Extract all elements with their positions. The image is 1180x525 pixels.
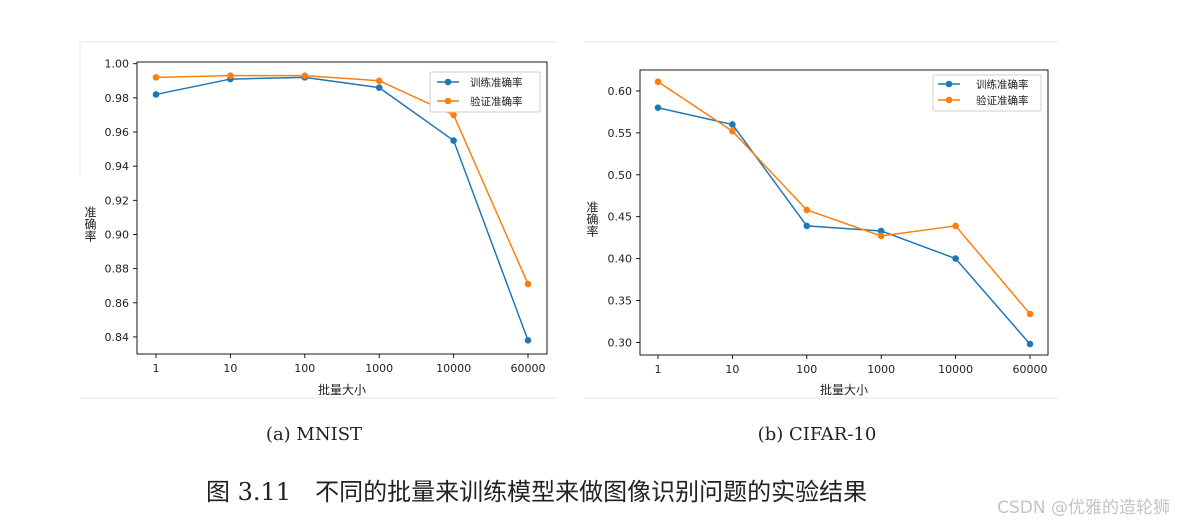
data-point-val xyxy=(1026,310,1034,318)
x-tick-label: 1000 xyxy=(867,363,895,376)
series-layer xyxy=(654,78,1034,348)
y-tick-label: 0.55 xyxy=(608,127,633,140)
data-point-val xyxy=(450,111,457,119)
data-point-train xyxy=(375,84,383,91)
data-point-train xyxy=(729,121,736,128)
y-tick-label: 0.40 xyxy=(608,253,633,266)
legend-marker-train xyxy=(945,80,953,88)
x-tick-label: 10000 xyxy=(436,362,471,375)
watermark: CSDN @优雅的造轮狮 xyxy=(997,498,1170,518)
series-line-val xyxy=(155,74,529,285)
y-tick-label: 0.84 xyxy=(105,331,130,344)
y-tick-label: 0.30 xyxy=(608,336,633,349)
scan-frame xyxy=(79,41,1058,399)
y-tick-label: 0.98 xyxy=(105,92,130,105)
cifar10-chart-panel: 0.300.350.400.450.500.550.60 1 10 100 1000 1… xyxy=(585,69,1049,397)
series-layer xyxy=(152,72,532,344)
data-point-val xyxy=(375,77,383,85)
y-tick-label: 0.60 xyxy=(608,85,633,98)
legend-label-val: 验证准确率 xyxy=(976,94,1029,107)
x-tick-label: 1000 xyxy=(365,362,393,375)
data-point-val xyxy=(301,72,309,79)
x-axis-label: 批量大小 xyxy=(318,382,366,397)
x-axis-label: 批量大小 xyxy=(820,382,868,397)
subcaption-a: (a) MNIST xyxy=(266,424,362,445)
data-point-val xyxy=(227,72,234,79)
x-tick-label: 100 xyxy=(294,362,315,375)
data-point-val xyxy=(729,127,736,135)
x-tick-label: 60000 xyxy=(511,362,546,375)
y-axis-ticks: 0.30 0.35 0.40 0.45 0.50 0.55 0.60 xyxy=(608,85,640,349)
y-axis-label: 准确率 xyxy=(585,201,599,237)
data-point-train xyxy=(877,227,885,235)
y-axis-label: 准确率 xyxy=(83,206,97,242)
series-line-train xyxy=(657,106,1031,345)
data-point-train xyxy=(450,137,457,144)
y-tick-label: 1.00 xyxy=(105,58,130,71)
data-point-train xyxy=(1026,340,1034,348)
y-tick-label: 0.35 xyxy=(608,295,633,308)
x-axis-ticks: 1 10 100 1000 10000 60000 xyxy=(153,354,546,375)
plot-area-frame xyxy=(639,69,1049,356)
x-tick-label: 10000 xyxy=(938,363,973,376)
mnist-chart-panel: 0.84 0.86 0.88 0.90 0.92 0.94 0.96 0.98 1.00 1 10… xyxy=(83,58,548,397)
legend-marker-val xyxy=(444,97,452,105)
y-tick-label: 0.86 xyxy=(105,297,130,310)
y-tick-label: 0.88 xyxy=(105,263,130,276)
y-axis-ticks: 0.84 0.86 0.88 0.90 0.92 0.94 0.96 0.98 1.00 xyxy=(105,58,137,344)
x-tick-label: 10 xyxy=(223,362,237,375)
data-point-train xyxy=(654,104,662,112)
data-point-train xyxy=(803,222,811,230)
y-tick-label: 0.50 xyxy=(608,169,633,182)
series-line-train xyxy=(155,76,529,341)
subcaption-b: (b) CIFAR-10 xyxy=(758,424,877,445)
y-tick-label: 0.94 xyxy=(105,160,130,173)
data-point-val xyxy=(952,222,959,230)
legend: 训练准确率 验证准确率 xyxy=(932,74,1042,112)
x-tick-label: 10 xyxy=(725,363,739,376)
data-point-train xyxy=(524,337,532,344)
series-line-val xyxy=(657,81,1031,315)
y-tick-label: 0.96 xyxy=(105,126,130,139)
x-tick-label: 1 xyxy=(655,363,662,376)
x-axis-ticks: 1 10 100 1000 10000 60000 xyxy=(655,355,1048,376)
legend-label-train: 训练准确率 xyxy=(470,76,523,89)
x-tick-label: 1 xyxy=(153,362,160,375)
y-tick-label: 0.90 xyxy=(105,228,130,241)
y-tick-label: 0.45 xyxy=(608,211,633,224)
legend-label-train: 训练准确率 xyxy=(976,78,1029,91)
x-tick-label: 60000 xyxy=(1013,363,1048,376)
legend-marker-val xyxy=(945,96,953,104)
figure-caption: 图 3.11 不同的批量来训练模型来做图像识别问题的实验结果 xyxy=(206,478,867,506)
data-point-val xyxy=(654,78,662,86)
legend-marker-train xyxy=(444,78,452,86)
x-tick-label: 100 xyxy=(796,363,817,376)
data-point-train xyxy=(152,91,160,98)
data-point-val xyxy=(152,74,160,81)
legend-label-val: 验证准确率 xyxy=(470,95,523,108)
y-tick-label: 0.92 xyxy=(105,194,130,207)
data-point-val xyxy=(877,232,885,240)
data-point-val xyxy=(524,280,532,288)
plot-area-frame xyxy=(136,61,548,355)
legend: 训练准确率 验证准确率 xyxy=(429,71,541,113)
data-point-val xyxy=(803,206,811,214)
data-point-train xyxy=(952,255,959,262)
